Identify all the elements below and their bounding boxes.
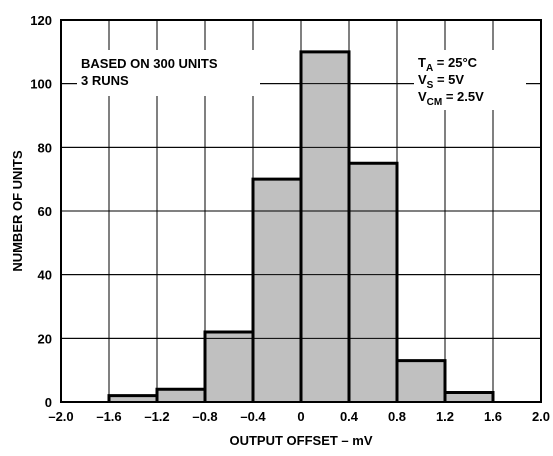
x-tick-labels: –2.0 –1.6 –1.2 –0.8 –0.4 0 0.4 0.8 1.2 1.6 2.0 xyxy=(48,409,550,424)
annotation-background xyxy=(414,50,526,110)
x-tick-label: 1.2 xyxy=(436,409,454,424)
histogram-bar xyxy=(109,395,157,402)
condition-line: VS = 5V xyxy=(418,72,464,91)
x-tick-label: 0.4 xyxy=(340,409,359,424)
histogram-bar xyxy=(349,163,397,402)
y-tick-labels: 0 20 40 60 80 100 120 xyxy=(30,13,52,410)
sample-info-annotation: BASED ON 300 UNITS 3 RUNS xyxy=(77,50,260,96)
plot-frame xyxy=(60,19,542,403)
x-tick-label: –0.8 xyxy=(192,409,217,424)
y-tick-label: 40 xyxy=(38,268,52,283)
x-axis-title: OUTPUT OFFSET – mV xyxy=(229,433,372,448)
y-tick-label: 120 xyxy=(30,13,52,28)
x-tick-label: 0.8 xyxy=(388,409,406,424)
x-tick-label: 0 xyxy=(297,409,304,424)
condition-line: TA = 25°C xyxy=(418,55,478,74)
y-tick-label: 20 xyxy=(38,331,52,346)
annotation-line: 3 RUNS xyxy=(81,73,129,88)
y-tick-label: 60 xyxy=(38,204,52,219)
annotation-line: BASED ON 300 UNITS xyxy=(81,56,218,71)
histogram-bar xyxy=(157,389,205,402)
x-tick-label: –0.4 xyxy=(240,409,266,424)
y-tick-label: 80 xyxy=(38,140,52,155)
x-tick-label: –2.0 xyxy=(48,409,73,424)
y-tick-label: 100 xyxy=(30,77,52,92)
y-tick-label: 0 xyxy=(45,395,52,410)
annotation-background xyxy=(77,50,260,96)
histogram-bar xyxy=(397,360,445,402)
y-axis-title: NUMBER OF UNITS xyxy=(10,150,25,272)
x-tick-label: –1.2 xyxy=(144,409,169,424)
x-tick-label: 2.0 xyxy=(532,409,550,424)
x-tick-label: 1.6 xyxy=(484,409,502,424)
histogram-bar xyxy=(301,51,349,402)
histogram-outline xyxy=(107,50,495,402)
condition-line: VCM = 2.5V xyxy=(418,89,484,108)
x-tick-label: –1.6 xyxy=(96,409,121,424)
histogram-bar xyxy=(205,331,253,402)
histogram-bar xyxy=(445,392,493,402)
histogram-bar xyxy=(253,179,301,402)
histogram-bars xyxy=(61,20,541,402)
